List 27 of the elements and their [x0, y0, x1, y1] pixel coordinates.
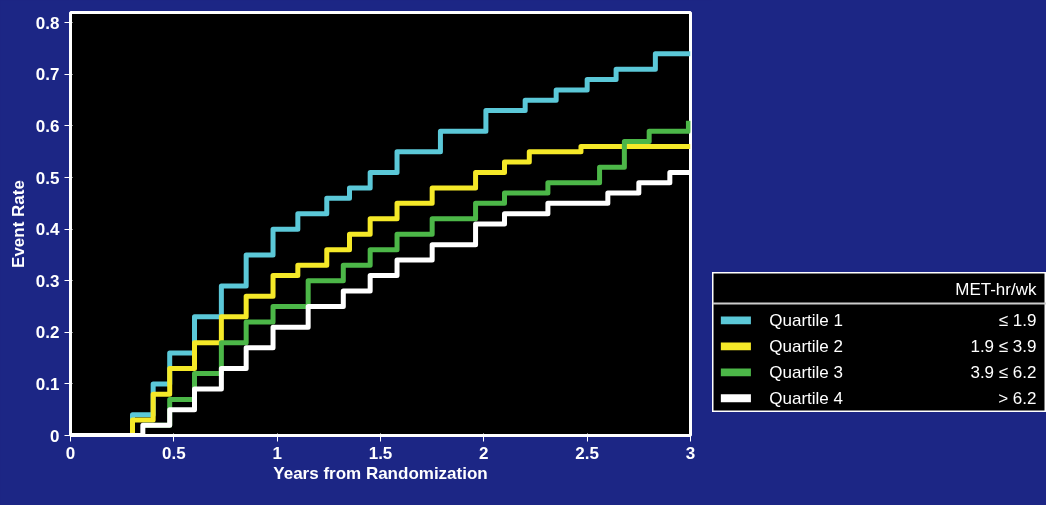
y-tick-label: 0.8: [35, 13, 60, 33]
legend-label: Quartile 1: [769, 310, 843, 330]
y-tick-label: 0.4: [35, 220, 61, 240]
y-tick-label: 0: [50, 426, 60, 446]
y-tick-label: 0.6: [35, 116, 60, 136]
x-tick-label: 0: [65, 443, 76, 463]
x-tick-label: 3: [685, 443, 696, 463]
y-axis-title: Event Rate: [8, 180, 28, 268]
x-tick-label: 1: [272, 443, 282, 463]
legend-label: Quartile 2: [769, 336, 843, 356]
text: 3.9 ≤ 6.2: [970, 362, 1037, 382]
text: ≤ 1.9: [998, 310, 1037, 330]
x-tick-label: 1.5: [368, 443, 393, 463]
text: 1.9 ≤ 3.9: [970, 336, 1037, 356]
x-tick-label: 2.5: [575, 443, 599, 463]
y-tick-label: 0.1: [35, 374, 60, 394]
y-tick-label: 0.7: [35, 65, 60, 85]
x-tick-label: 0.5: [162, 443, 186, 463]
x-tick-label: 2: [479, 443, 489, 463]
legend-label: Quartile 3: [769, 362, 843, 382]
y-tick-label: 0.5: [35, 168, 60, 188]
x-axis-title: Years from Randomization: [273, 463, 488, 483]
y-tick-label: 0.3: [35, 271, 60, 291]
text: > 6.2: [998, 388, 1037, 408]
legend-label: Quartile 4: [769, 388, 843, 408]
y-tick-label: 0.2: [35, 323, 60, 343]
legend-title: MET-hr/wk: [955, 279, 1037, 299]
